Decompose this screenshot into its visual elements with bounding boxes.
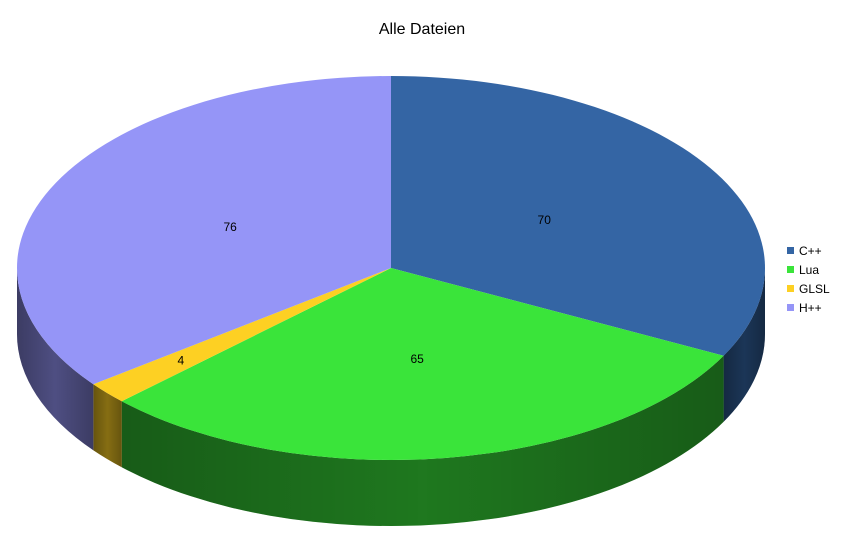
pie-slice-c- [391,76,765,356]
pie-slice-lua [121,268,724,460]
pie-side-shade [121,355,724,526]
legend-label: Lua [799,262,820,277]
legend-item-lua: Lua [787,260,830,279]
pie-slice-h- [16,76,391,385]
pie-slice-glsl [93,268,391,402]
data-label-c-: 70 [538,213,552,227]
pie-data-labels: 70 65 4 76 [178,213,552,367]
legend-swatch [787,247,794,254]
data-label-h-: 76 [223,220,237,234]
legend-label: GLSL [799,281,830,296]
legend-label: C++ [799,243,822,258]
legend-swatch [787,285,794,292]
legend: C++ Lua GLSL H++ [787,241,830,317]
legend-item-glsl: GLSL [787,279,830,298]
pie-side-shade [93,384,122,468]
pie-side-shade [723,268,765,422]
pie-side-shade [17,268,94,451]
pie-sides [17,268,765,526]
legend-item-c-: C++ [787,241,830,260]
legend-swatch [787,304,794,311]
data-label-lua: 65 [410,352,424,366]
data-label-glsl: 4 [178,353,185,367]
chart-title: Alle Dateien [378,21,466,38]
legend-item-h-: H++ [787,298,830,317]
pie-tops [16,76,765,460]
legend-label: H++ [799,300,822,315]
legend-swatch [787,266,794,273]
